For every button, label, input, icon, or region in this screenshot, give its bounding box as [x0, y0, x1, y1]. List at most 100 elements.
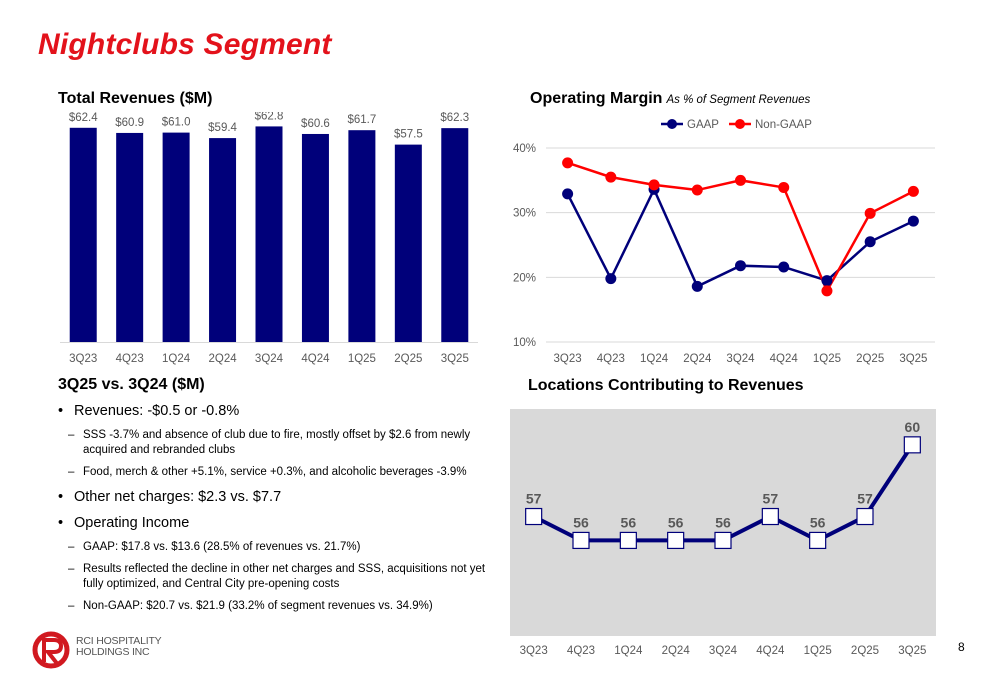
margin-point: [907, 215, 919, 227]
revenue-x-tick: 1Q25: [348, 353, 376, 365]
margin-point: [562, 157, 574, 169]
margin-chart-subtitle: As % of Segment Revenues: [666, 94, 811, 106]
margin-series-line: [566, 186, 914, 289]
margin-point: [778, 181, 790, 193]
revenue-x-tick: 4Q24: [301, 353, 330, 365]
revenue-bar-label: $60.6: [301, 118, 330, 130]
locations-x-tick: 4Q24: [756, 645, 785, 657]
locations-point: [572, 531, 590, 550]
margin-x-tick: 3Q23: [554, 353, 582, 365]
revenue-bar: [255, 126, 283, 342]
margin-point: [605, 171, 617, 183]
bullet-other-charges: Other net charges: $2.3 vs. $7.7: [58, 488, 498, 506]
margin-x-tick: 1Q24: [640, 353, 669, 365]
revenue-bar-label: $61.7: [347, 114, 376, 126]
revenue-bar: [209, 138, 237, 342]
revenue-bar: [394, 144, 422, 342]
bullet-oi-nongaap: Non-GAAP: $20.7 vs. $21.9 (33.2% of segm…: [58, 599, 498, 614]
locations-data-label: 60: [905, 419, 921, 435]
locations-line-chart: 57 56 56 56 56 57 56 57 60 3Q23 4Q23 1Q24 2Q24 3Q24 4Q…: [510, 409, 936, 657]
revenue-x-tick: 3Q23: [69, 353, 97, 365]
revenue-x-tick: 3Q24: [255, 353, 284, 365]
locations-x-tick: 1Q24: [614, 645, 643, 657]
revenue-bar-chart: $62.4 3Q23 $60.9 4Q23 $61.0 1Q24 $59.4 2Q24 $62.…: [60, 112, 478, 365]
locations-data-label: 57: [763, 491, 779, 507]
margin-point: [821, 285, 833, 297]
locations-data-label: 57: [857, 491, 873, 507]
locations-x-tick: 2Q24: [662, 645, 691, 657]
revenue-bar: [116, 132, 144, 342]
revenue-bar: [441, 128, 469, 342]
locations-point: [667, 531, 685, 550]
revenue-bar: [348, 130, 376, 342]
margin-y-tick: 10%: [513, 337, 536, 349]
comparison-title: 3Q25 vs. 3Q24 ($M): [58, 376, 205, 393]
operating-margin-line-chart: 10% 20% 30% 40% 3Q23 4Q23 1Q24 2Q24 3Q24 4Q24 1Q25…: [513, 119, 935, 365]
revenue-bar: [69, 127, 97, 342]
margin-point: [648, 179, 660, 191]
margin-chart-title: Operating Margin: [530, 90, 663, 107]
locations-point: [619, 531, 637, 550]
locations-point: [856, 507, 874, 526]
margin-point: [907, 185, 919, 197]
margin-point: [691, 280, 703, 292]
margin-point: [821, 275, 833, 287]
revenue-bar-label: $62.4: [69, 112, 98, 124]
page-number: 8: [958, 640, 965, 654]
bullet-revenues-detail-1: SSS -3.7% and absence of club due to fir…: [58, 428, 498, 457]
logo-mark-icon: [32, 631, 70, 669]
revenue-bar-label: $60.9: [115, 117, 144, 129]
margin-y-tick: 30%: [513, 208, 536, 220]
locations-data-label: 56: [715, 514, 731, 530]
legend-marker: [735, 119, 745, 129]
margin-point: [691, 184, 703, 196]
margin-x-tick: 2Q25: [856, 353, 884, 365]
margin-x-tick: 3Q24: [726, 353, 755, 365]
bullet-oi-gaap: GAAP: $17.8 vs. $13.6 (28.5% of revenues…: [58, 540, 498, 555]
locations-point: [761, 507, 779, 526]
revenue-bar: [162, 132, 190, 342]
company-logo: RCI HOSPITALITY HOLDINGS INC: [32, 628, 172, 672]
locations-data-label: 56: [573, 514, 589, 530]
page-title: Nightclubs Segment: [38, 28, 332, 61]
locations-x-tick: 3Q23: [520, 645, 548, 657]
margin-x-tick: 2Q24: [683, 353, 712, 365]
logo-line-2: HOLDINGS INC: [76, 646, 150, 658]
legend-label: Non-GAAP: [755, 119, 812, 131]
margin-chart-heading: Operating Margin As % of Segment Revenues: [530, 90, 810, 108]
margin-point: [735, 260, 746, 272]
locations-data-label: 56: [668, 514, 684, 530]
margin-point: [562, 188, 574, 200]
margin-point: [605, 273, 617, 285]
margin-point: [864, 236, 876, 248]
revenue-chart-title: Total Revenues ($M): [58, 90, 213, 107]
bullet-oi-results: Results reflected the decline in other n…: [58, 562, 498, 591]
locations-point: [714, 531, 732, 550]
comparison-bullets: Revenues: -$0.5 or -0.8% SSS -3.7% and a…: [58, 402, 498, 622]
revenue-bar-label: $57.5: [394, 129, 423, 141]
locations-chart-title: Locations Contributing to Revenues: [528, 377, 804, 394]
revenue-x-tick: 2Q25: [394, 353, 422, 365]
margin-point: [778, 261, 790, 273]
locations-point: [809, 531, 827, 550]
bullet-revenues-detail-2: Food, merch & other +5.1%, service +0.3%…: [58, 465, 498, 480]
logo-text: RCI HOSPITALITY HOLDINGS INC: [76, 636, 162, 658]
bullet-revenues: Revenues: -$0.5 or -0.8%: [58, 402, 498, 420]
locations-x-tick: 4Q23: [567, 645, 595, 657]
margin-y-tick: 20%: [513, 272, 536, 284]
margin-x-tick: 4Q23: [597, 353, 625, 365]
revenue-x-tick: 4Q23: [116, 353, 144, 365]
margin-point: [735, 174, 746, 186]
margin-y-tick: 40%: [513, 143, 536, 155]
revenue-bar-label: $59.4: [208, 122, 237, 134]
margin-point: [864, 207, 876, 219]
bullet-operating-income: Operating Income: [58, 514, 498, 532]
logo-line-1: RCI HOSPITALITY: [76, 635, 162, 647]
revenue-bar: [301, 133, 329, 342]
locations-x-tick: 2Q25: [851, 645, 879, 657]
legend-marker: [667, 119, 677, 129]
revenue-x-tick: 1Q24: [162, 353, 191, 365]
margin-x-tick: 3Q25: [899, 353, 927, 365]
revenue-bar-label: $62.3: [440, 112, 469, 124]
locations-point: [525, 507, 543, 526]
